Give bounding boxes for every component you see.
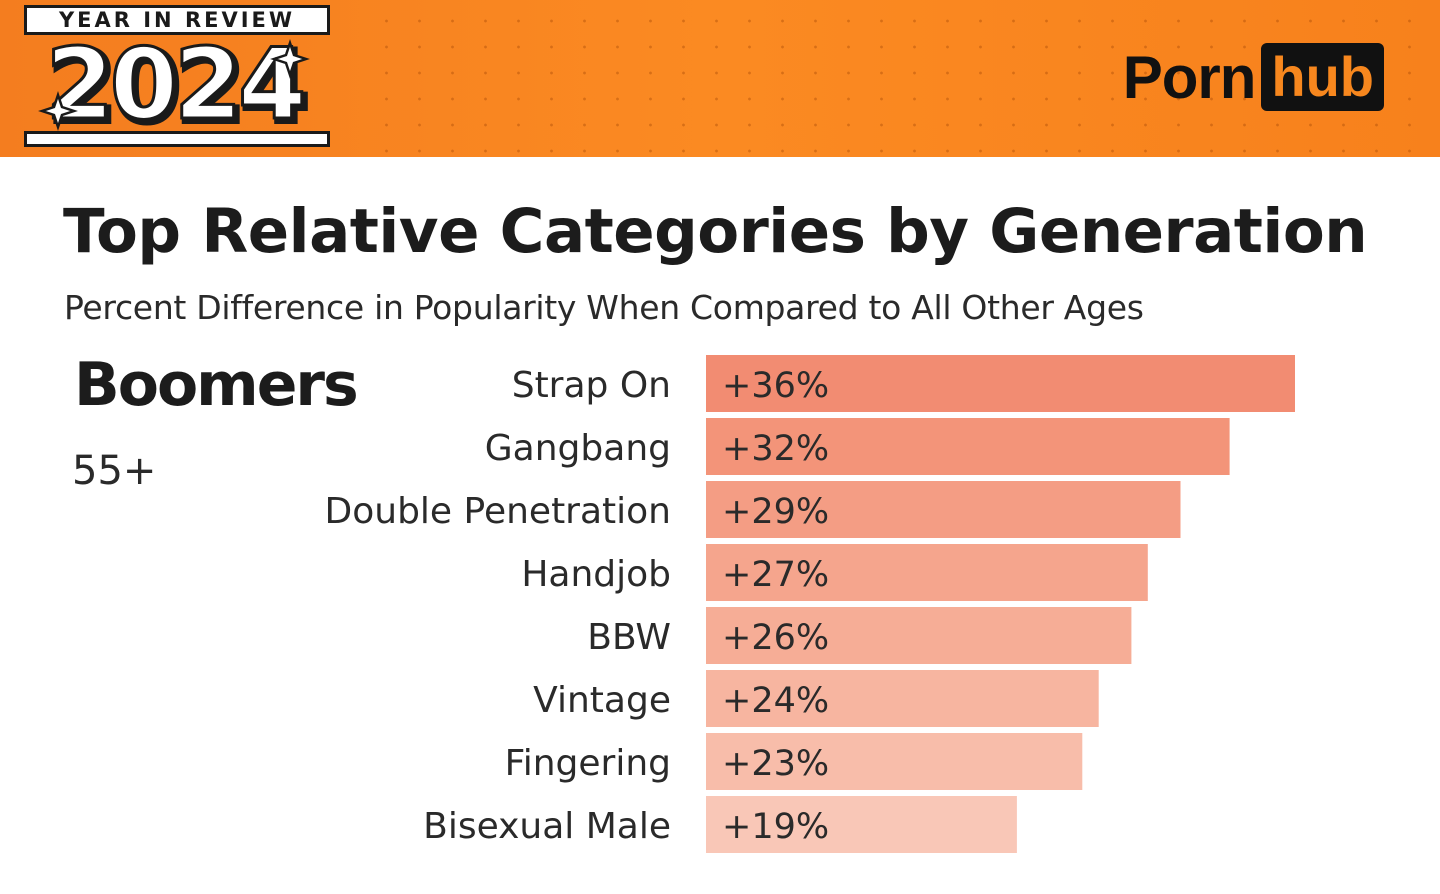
data-label: +24%	[722, 681, 829, 721]
logo-text-left: Porn	[1122, 43, 1257, 111]
data-label: +27%	[722, 555, 829, 595]
sparkle-icon	[270, 39, 310, 79]
category-label: Vintage	[533, 680, 671, 721]
generation-age: 55+	[72, 448, 157, 494]
sparkle-icon	[38, 91, 78, 131]
logo-text-right: hub	[1261, 43, 1384, 111]
bar-fingering	[706, 733, 1083, 790]
brand-logo[interactable]: Porn hub	[1123, 42, 1384, 112]
bar-vintage	[706, 670, 1099, 727]
dot-pattern	[360, 0, 1440, 157]
year-number: 2024	[46, 39, 303, 131]
generation-name: Boomers	[74, 350, 359, 420]
category-label: BBW	[587, 617, 671, 658]
bar-bisexual-male	[706, 796, 1017, 853]
data-label: +29%	[722, 492, 829, 532]
bar-handjob	[706, 544, 1148, 601]
category-label: Bisexual Male	[423, 806, 671, 847]
category-label: Double Penetration	[325, 491, 671, 532]
bar-double-penetration	[706, 481, 1181, 538]
year-in-review-label: YEAR IN REVIEW	[24, 5, 330, 35]
header-banner: YEAR IN REVIEW 2024 2024 Porn hub	[0, 0, 1440, 157]
data-label: +26%	[722, 618, 829, 658]
bar-strap-on	[706, 355, 1295, 412]
chart-title: Top Relative Categories by Generation	[63, 196, 1368, 267]
data-label: +36%	[722, 366, 829, 406]
category-label: Handjob	[521, 554, 671, 595]
bar-bbw	[706, 607, 1132, 664]
data-label: +32%	[722, 429, 829, 469]
category-label: Fingering	[505, 743, 671, 784]
data-label: +23%	[722, 744, 829, 784]
data-label: +19%	[722, 807, 829, 847]
badge-underline	[24, 131, 330, 147]
bar-gangbang	[706, 418, 1230, 475]
year-graphic: 2024 2024	[24, 39, 334, 131]
chart-subtitle: Percent Difference in Popularity When Co…	[64, 288, 1144, 327]
year-shadow: 2024	[49, 39, 306, 131]
category-label: Gangbang	[485, 428, 671, 469]
category-label: Strap On	[512, 365, 671, 406]
year-in-review-badge: YEAR IN REVIEW 2024 2024	[24, 5, 334, 147]
